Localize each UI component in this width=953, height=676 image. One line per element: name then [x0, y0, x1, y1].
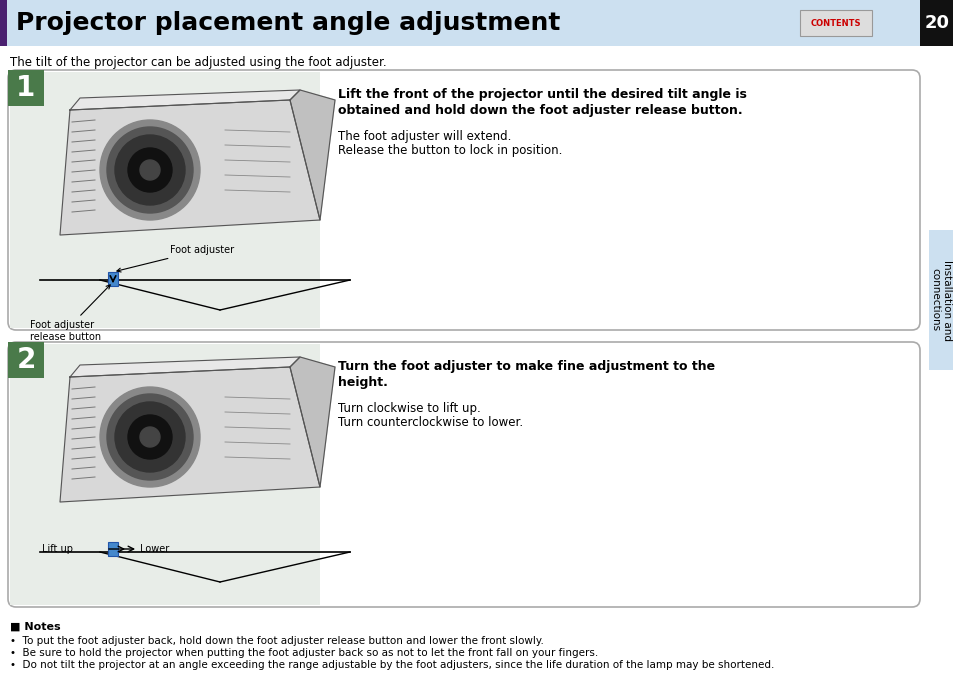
Circle shape: [140, 427, 160, 447]
Bar: [8, 342, 44, 378]
Text: Projector placement angle adjustment: Projector placement angle adjustment: [16, 11, 559, 35]
Text: The tilt of the projector can be adjusted using the foot adjuster.: The tilt of the projector can be adjuste…: [10, 56, 386, 69]
Bar: [10, 72, 319, 328]
Circle shape: [107, 394, 193, 480]
Circle shape: [115, 135, 185, 205]
Circle shape: [140, 160, 160, 180]
Text: Turn clockwise to lift up.: Turn clockwise to lift up.: [337, 402, 480, 415]
Circle shape: [100, 387, 200, 487]
Text: Turn counterclockwise to lower.: Turn counterclockwise to lower.: [337, 416, 522, 429]
Circle shape: [128, 148, 172, 192]
Bar: [8, 70, 44, 106]
Bar: [0, 0, 7, 46]
Text: 1: 1: [16, 74, 35, 102]
Text: obtained and hold down the foot adjuster release button.: obtained and hold down the foot adjuster…: [337, 104, 741, 117]
Text: Installation and
connections: Installation and connections: [929, 260, 951, 341]
Text: Lift up: Lift up: [42, 544, 73, 554]
Polygon shape: [290, 357, 335, 487]
Text: Turn the foot adjuster to make fine adjustment to the: Turn the foot adjuster to make fine adju…: [337, 360, 715, 373]
Text: Lower: Lower: [140, 544, 169, 554]
Bar: [800, 10, 871, 36]
Polygon shape: [70, 90, 299, 110]
Circle shape: [128, 415, 172, 459]
Text: Lift the front of the projector until the desired tilt angle is: Lift the front of the projector until th…: [337, 88, 746, 101]
Bar: [108, 272, 118, 286]
Polygon shape: [290, 90, 335, 220]
FancyBboxPatch shape: [8, 342, 919, 607]
Circle shape: [115, 402, 185, 472]
Bar: [108, 542, 118, 556]
Text: Foot adjuster: Foot adjuster: [117, 245, 233, 272]
Bar: [928, 230, 953, 370]
Polygon shape: [70, 357, 299, 377]
Polygon shape: [60, 367, 319, 502]
Polygon shape: [60, 100, 319, 235]
Circle shape: [107, 127, 193, 213]
Text: •  Be sure to hold the projector when putting the foot adjuster back so as not t: • Be sure to hold the projector when put…: [10, 648, 598, 658]
Text: 2: 2: [16, 346, 35, 374]
Text: Foot adjuster
release button: Foot adjuster release button: [30, 285, 111, 341]
Bar: [928, 46, 953, 676]
Text: Release the button to lock in position.: Release the button to lock in position.: [337, 144, 561, 157]
Text: height.: height.: [337, 376, 388, 389]
Text: The foot adjuster will extend.: The foot adjuster will extend.: [337, 130, 511, 143]
Text: •  To put the foot adjuster back, hold down the foot adjuster release button and: • To put the foot adjuster back, hold do…: [10, 636, 543, 646]
Bar: [10, 344, 319, 605]
Bar: [0, 0, 953, 46]
Bar: [919, 0, 953, 46]
Text: 20: 20: [923, 14, 948, 32]
FancyBboxPatch shape: [8, 70, 919, 330]
Text: ■ Notes: ■ Notes: [10, 622, 61, 632]
Text: CONTENTS: CONTENTS: [810, 18, 861, 28]
Text: •  Do not tilt the projector at an angle exceeding the range adjustable by the f: • Do not tilt the projector at an angle …: [10, 660, 774, 670]
Circle shape: [100, 120, 200, 220]
